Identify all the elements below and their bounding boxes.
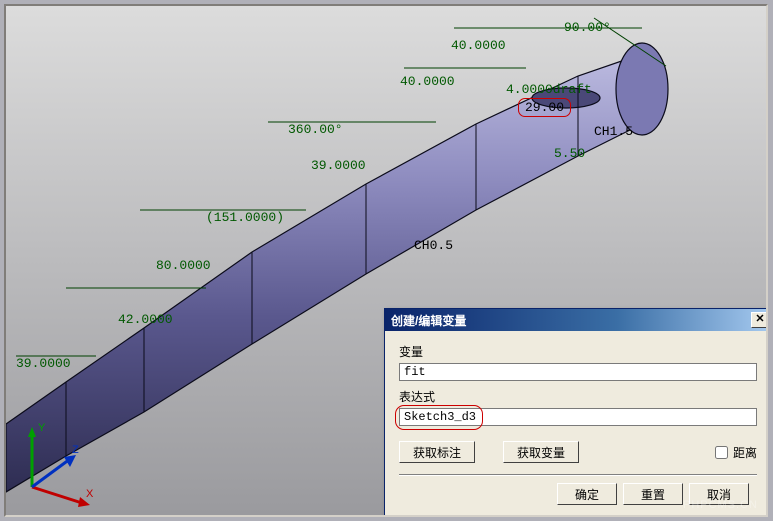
dialog-title: 创建/编辑变量: [391, 312, 466, 329]
cad-viewport[interactable]: 90.00° 40.0000 40.0000 4.0000draft 29.00…: [4, 4, 768, 517]
close-icon[interactable]: ✕: [751, 312, 768, 328]
distance-checkbox-text: 距离: [733, 444, 757, 461]
coordinate-triad-icon: Y X Z: [12, 417, 102, 507]
axis-y-label: Y: [38, 422, 46, 434]
label-variable-name: 变量: [399, 343, 757, 360]
reset-button[interactable]: 重置: [623, 483, 683, 505]
dialog-titlebar[interactable]: 创建/编辑变量 ✕: [385, 309, 768, 331]
get-variable-button[interactable]: 获取变量: [503, 441, 579, 463]
axis-z-label: Z: [72, 444, 79, 456]
distance-checkbox[interactable]: [715, 446, 728, 459]
variable-name-input[interactable]: [399, 363, 757, 381]
expression-highlight: [399, 408, 757, 426]
ok-button[interactable]: 确定: [557, 483, 617, 505]
axis-x-label: X: [86, 488, 94, 500]
watermark-text: PHPCMS.CN: [683, 499, 758, 511]
get-annotation-button[interactable]: 获取标注: [399, 441, 475, 463]
expression-input[interactable]: [399, 408, 757, 426]
dialog-actions-row: 获取标注 获取变量 距离: [399, 441, 757, 463]
create-edit-variable-dialog: 创建/编辑变量 ✕ 变量 表达式 获取标注 获取变量 距离 确定: [384, 308, 768, 517]
separator: [399, 474, 757, 476]
label-expression: 表达式: [399, 388, 757, 405]
distance-checkbox-label[interactable]: 距离: [715, 444, 757, 461]
dialog-body: 变量 表达式 获取标注 获取变量 距离 确定 重置 取消: [385, 331, 768, 517]
